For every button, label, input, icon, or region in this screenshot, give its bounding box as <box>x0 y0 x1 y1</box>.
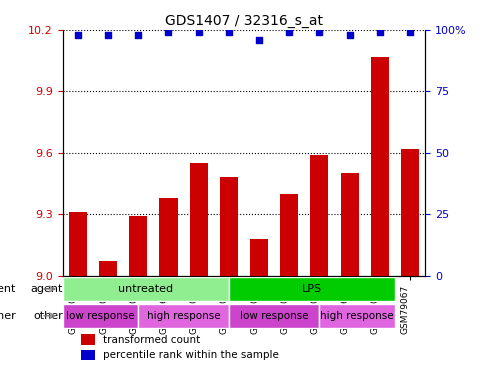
Point <box>406 30 414 36</box>
Bar <box>129 216 147 276</box>
Bar <box>220 177 238 276</box>
FancyBboxPatch shape <box>229 277 395 301</box>
FancyBboxPatch shape <box>229 304 319 328</box>
Title: GDS1407 / 32316_s_at: GDS1407 / 32316_s_at <box>165 13 323 28</box>
FancyBboxPatch shape <box>63 277 229 301</box>
FancyBboxPatch shape <box>138 304 229 328</box>
Bar <box>341 173 358 276</box>
Bar <box>311 155 328 276</box>
Point <box>74 32 82 38</box>
Point <box>195 30 202 36</box>
Point <box>165 30 172 36</box>
Bar <box>81 334 96 345</box>
Point <box>225 30 233 36</box>
Text: high response: high response <box>147 311 220 321</box>
Point <box>134 32 142 38</box>
Bar <box>81 350 96 360</box>
Bar <box>401 148 419 276</box>
Text: high response: high response <box>320 311 394 321</box>
Bar <box>159 198 178 276</box>
Text: other: other <box>0 311 15 321</box>
Bar <box>280 194 298 276</box>
Text: low response: low response <box>240 311 309 321</box>
Point <box>104 32 112 38</box>
Point <box>255 37 263 43</box>
Text: untreated: untreated <box>118 284 173 294</box>
FancyBboxPatch shape <box>63 304 138 328</box>
Text: low response: low response <box>66 311 135 321</box>
Point <box>376 30 384 36</box>
Text: LPS: LPS <box>302 284 322 294</box>
Bar <box>69 212 87 276</box>
Point <box>285 30 293 36</box>
Text: agent: agent <box>30 284 63 294</box>
Bar <box>189 163 208 276</box>
Text: percentile rank within the sample: percentile rank within the sample <box>103 350 279 360</box>
Bar <box>99 261 117 276</box>
Text: agent: agent <box>0 284 15 294</box>
Bar <box>250 239 268 276</box>
Point <box>315 30 323 36</box>
Bar <box>371 57 389 276</box>
Text: transformed count: transformed count <box>103 334 200 345</box>
Point <box>346 32 354 38</box>
FancyBboxPatch shape <box>319 304 395 328</box>
Text: other: other <box>33 311 63 321</box>
